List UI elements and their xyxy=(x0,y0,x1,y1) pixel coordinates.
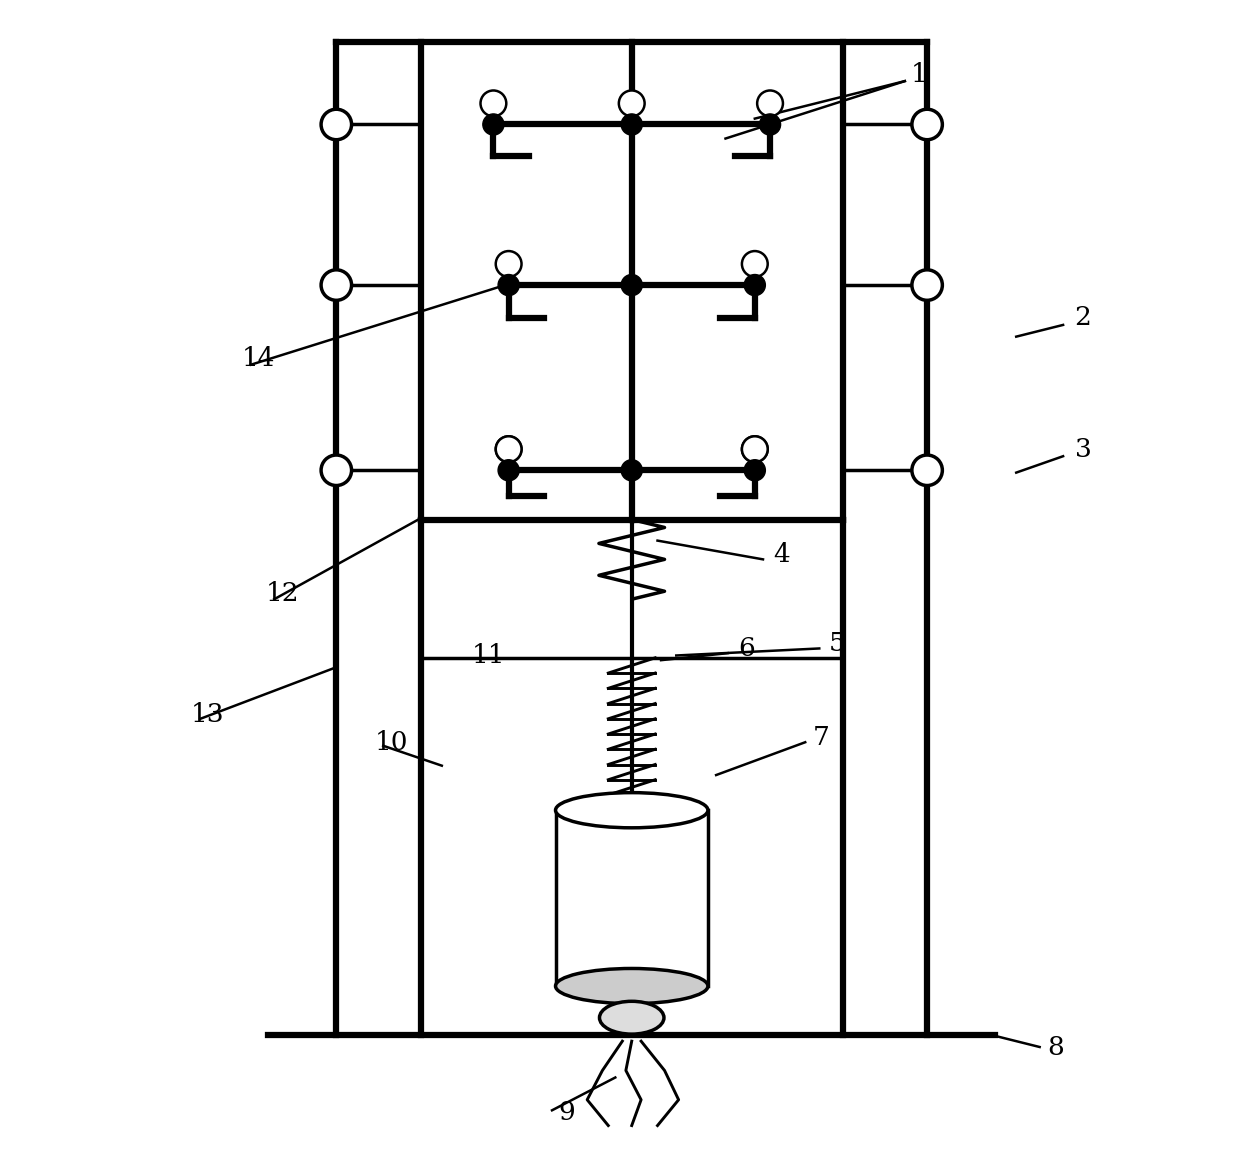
Circle shape xyxy=(619,90,645,116)
Text: 12: 12 xyxy=(265,580,299,606)
Text: 8: 8 xyxy=(1048,1034,1064,1060)
Circle shape xyxy=(321,109,352,140)
Circle shape xyxy=(758,90,782,116)
Text: 2: 2 xyxy=(1075,306,1091,330)
Text: 14: 14 xyxy=(242,347,275,371)
Circle shape xyxy=(744,275,765,296)
Circle shape xyxy=(911,109,942,140)
Ellipse shape xyxy=(556,968,708,1003)
Circle shape xyxy=(911,270,942,301)
Ellipse shape xyxy=(599,1001,663,1034)
Text: 1: 1 xyxy=(910,61,928,87)
Text: 13: 13 xyxy=(191,701,224,726)
Circle shape xyxy=(742,436,768,462)
Circle shape xyxy=(759,114,781,135)
Text: 7: 7 xyxy=(813,725,830,750)
Text: 3: 3 xyxy=(1075,437,1091,462)
Circle shape xyxy=(496,251,522,277)
Circle shape xyxy=(496,436,522,462)
Circle shape xyxy=(481,90,506,116)
Text: 10: 10 xyxy=(374,730,408,754)
Ellipse shape xyxy=(556,793,708,828)
Circle shape xyxy=(496,436,522,462)
Circle shape xyxy=(621,459,642,481)
Text: 11: 11 xyxy=(472,643,506,669)
Circle shape xyxy=(498,275,520,296)
Circle shape xyxy=(911,455,942,485)
Text: 9: 9 xyxy=(559,1100,575,1126)
Circle shape xyxy=(621,114,642,135)
Text: 4: 4 xyxy=(774,542,790,568)
Bar xyxy=(556,811,708,986)
Circle shape xyxy=(621,275,642,296)
Text: 6: 6 xyxy=(738,636,755,662)
Circle shape xyxy=(742,436,768,462)
Circle shape xyxy=(744,459,765,481)
Circle shape xyxy=(321,455,352,485)
Text: 5: 5 xyxy=(828,631,846,657)
Circle shape xyxy=(321,270,352,301)
Circle shape xyxy=(498,459,520,481)
Circle shape xyxy=(742,251,768,277)
Circle shape xyxy=(482,114,503,135)
